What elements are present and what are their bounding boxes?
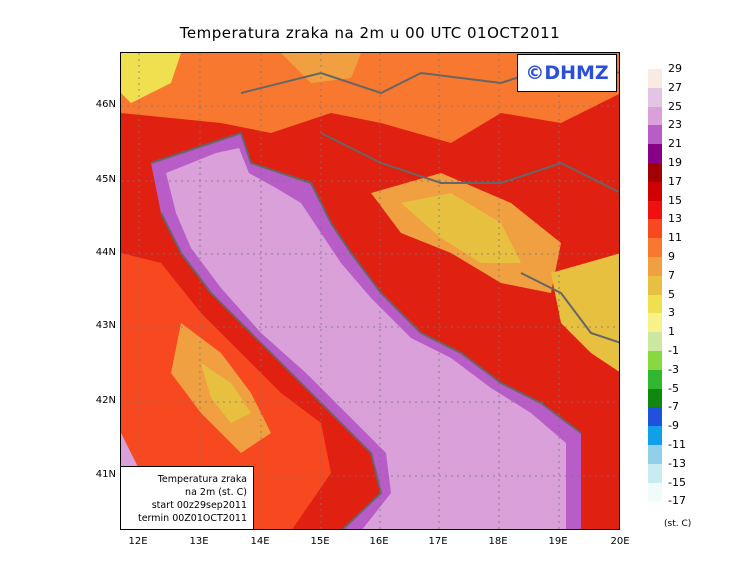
legend-units: (st. C) [664,519,692,529]
border-east [520,272,619,344]
legend-label: 7 [668,268,675,282]
lon-label: 18E [488,536,508,547]
lon-label: 20E [610,536,630,547]
dhmz-logo: ©DHMZ [517,54,617,92]
legend-label: -3 [668,362,679,376]
legend-label: 21 [668,137,682,151]
legend-swatch [648,463,662,483]
legend-label: -5 [668,381,679,395]
legend-swatch [648,200,662,220]
legend-swatch [648,313,662,333]
lon-label: 14E [250,536,270,547]
legend-swatch [648,351,662,370]
legend-swatch [648,163,662,182]
legend-label: 17 [668,174,682,188]
legend-label: 11 [668,231,682,245]
legend-label: 1 [668,325,675,339]
info-line-1: Temperatura zraka [157,474,247,485]
nw-yellow-zone [121,53,181,103]
legend-swatch [648,219,662,239]
legend-label: -11 [668,438,686,451]
info-box: Temperatura zraka na 2m (st. C) start 00… [120,466,254,530]
legend-label: 5 [668,287,675,301]
apennine-yellow-zone [201,363,251,423]
legend-label: -17 [668,494,686,508]
grid-lines [121,53,619,529]
legend-swatch [648,69,662,88]
coastline-italy [160,212,383,529]
legend-label: -7 [668,400,679,414]
lat-label: 44N [95,247,116,258]
legend-label: 25 [668,99,682,113]
legend-swatch [648,369,662,389]
lon-label: 19E [548,536,568,547]
lat-label: 46N [95,99,116,110]
legend-label: 3 [668,306,675,320]
legend-swatch [648,426,662,446]
legend-label: 9 [668,250,675,263]
info-line-4: termin 00Z01OCT2011 [137,513,247,524]
legend-swatch [648,294,662,314]
legend-label: -13 [668,456,686,470]
legend-swatch [648,332,662,352]
legend-label: 13 [668,212,682,226]
legend-label: 19 [668,156,682,169]
legend-swatch [648,407,662,427]
info-line-3: start 00z29sep2011 [151,500,247,511]
legend-label: -9 [668,419,679,433]
map-title: Temperatura zraka na 2m u 00 UTC 01OCT20… [179,24,561,42]
lat-label: 43N [95,320,116,331]
legend-swatch [648,445,662,464]
lat-label: 42N [95,395,116,406]
legend-label: 23 [668,118,682,132]
temperature-field [121,53,619,529]
border-croatia [320,132,619,194]
legend-swatch [648,106,662,126]
coastline-east [150,131,582,434]
lon-label: 12E [128,536,148,547]
lat-label: 41N [95,469,116,480]
legend-label: 15 [668,193,682,207]
adriatic-sea [166,148,566,529]
legend-label: 29 [668,62,682,75]
north-orange-zone [121,53,619,143]
legend-label: 27 [668,80,682,94]
legend-swatch [648,388,662,408]
legend-swatch [648,257,662,276]
legend-swatch [648,125,662,145]
legend-swatch [648,482,662,502]
legend-label: -15 [668,475,686,489]
east-yellow-zone [551,253,619,372]
legend-swatch [648,275,662,295]
interior-yellow-zone [401,193,521,263]
lon-label: 16E [369,536,389,547]
legend-swatch [648,144,662,164]
legend-swatch [648,238,662,258]
lon-label: 13E [189,536,209,547]
lon-label: 15E [310,536,330,547]
lon-label: 17E [428,536,448,547]
info-line-2: na 2m (st. C) [185,487,247,498]
lat-label: 45N [95,174,116,185]
legend-swatch [648,87,662,107]
temperature-map [120,52,620,530]
legend-swatch [648,181,662,201]
north-amber-zone [281,53,361,83]
legend-label: -1 [668,344,679,357]
